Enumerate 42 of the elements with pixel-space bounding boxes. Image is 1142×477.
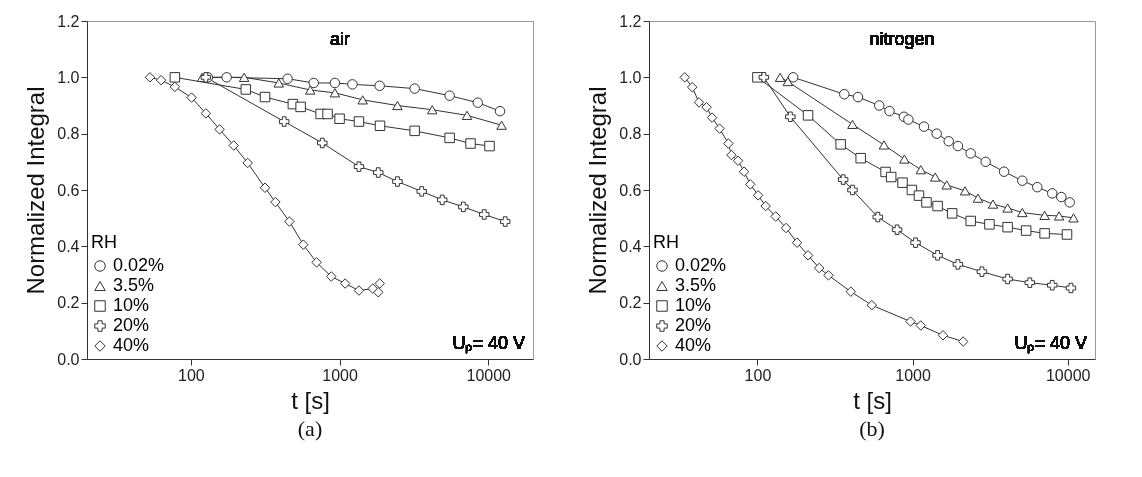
- y-tick-label: 0.2: [57, 294, 80, 312]
- legend-label: 3.5%: [113, 275, 155, 295]
- legend-label: 10%: [675, 295, 712, 315]
- text: (b): [859, 416, 885, 441]
- legend-label: 40%: [675, 335, 712, 355]
- x-tick-label: 100: [178, 366, 205, 384]
- y-tick-label: 0.4: [619, 237, 642, 255]
- x-axis-title: t [s]: [291, 386, 330, 414]
- legend-label: 3.5%: [675, 275, 717, 295]
- y-tick-label: 0.6: [57, 181, 80, 199]
- y-tick-label: 1.2: [619, 12, 642, 30]
- x-axis-title: t [s]: [853, 386, 892, 414]
- annotation: Uₚ= 40 V: [452, 333, 525, 354]
- x-tick-label: 10000: [466, 366, 512, 384]
- legend-label: 0.02%: [675, 255, 727, 275]
- y-tick-label: 1.2: [57, 12, 80, 30]
- x-tick-label: 100: [744, 366, 772, 384]
- y-tick-label: 1.0: [619, 68, 642, 86]
- y-axis-title: Normalized Integral: [22, 86, 50, 295]
- legend-label: 40%: [113, 335, 150, 355]
- y-axis-title: Normalized Integral: [584, 86, 612, 295]
- y-tick-label: 1.0: [57, 68, 80, 86]
- legend-label: 20%: [675, 315, 712, 335]
- chart-title: air: [329, 29, 351, 49]
- legend-title: RH: [653, 232, 679, 252]
- x-tick-label: 10000: [1045, 366, 1091, 384]
- y-tick-label: 0.8: [57, 125, 80, 143]
- legend-label: 0.02%: [113, 255, 165, 275]
- y-tick-label: 0.2: [619, 294, 642, 312]
- x-tick-label: 1000: [895, 366, 931, 384]
- y-tick-label: 0.6: [619, 181, 642, 199]
- x-tick-label: 1000: [322, 366, 358, 384]
- annotation: Uₚ= 40 V: [1014, 333, 1087, 354]
- legend-label: 20%: [113, 315, 150, 335]
- y-tick-label: 0.8: [619, 125, 642, 143]
- y-tick-label: 0.0: [57, 350, 80, 368]
- text: (a): [297, 416, 323, 441]
- legend-title: RH: [91, 232, 117, 252]
- chart-title: nitrogen: [869, 29, 935, 49]
- y-tick-label: 0.0: [619, 350, 642, 368]
- y-tick-label: 0.4: [57, 237, 80, 255]
- legend-label: 10%: [113, 295, 150, 315]
